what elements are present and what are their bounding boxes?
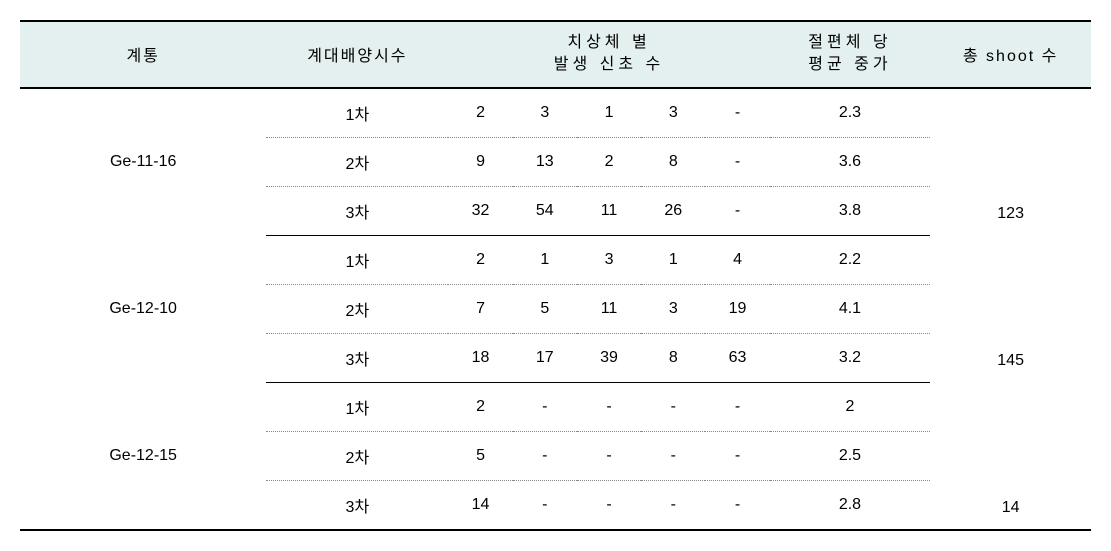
avg-cell: 2 — [770, 382, 931, 431]
value-cell: - — [577, 382, 641, 431]
value-cell: 11 — [577, 284, 641, 333]
value-cell: 7 — [448, 284, 512, 333]
value-cell: 8 — [641, 333, 705, 382]
avg-cell: 3.2 — [770, 333, 931, 382]
avg-cell: 4.1 — [770, 284, 931, 333]
value-cell: 14 — [448, 480, 512, 530]
lineage-cell: Ge-11-16 — [20, 88, 266, 236]
value-cell: 2 — [577, 137, 641, 186]
header-per-embryo: 치상체 별 발생 신초 수 — [448, 21, 769, 88]
table-body: Ge-11-16 1차 2 3 1 3 - 2.3 123 2차 9 13 2 … — [20, 88, 1091, 530]
table-header-row: 계통 계대배양시수 치상체 별 발생 신초 수 절편체 당 평균 중가 총 sh… — [20, 21, 1091, 88]
pass-cell: 3차 — [266, 186, 448, 235]
value-cell: - — [513, 480, 577, 530]
value-cell: 2 — [448, 235, 512, 284]
pass-cell: 3차 — [266, 333, 448, 382]
header-avg-top: 절편체 당 — [774, 32, 927, 54]
total-cell: 14 — [930, 382, 1091, 530]
header-avg: 절편체 당 평균 중가 — [770, 21, 931, 88]
value-cell: 32 — [448, 186, 512, 235]
value-cell: 3 — [641, 88, 705, 138]
pass-cell: 1차 — [266, 88, 448, 138]
value-cell: - — [705, 88, 769, 138]
value-cell: 1 — [577, 88, 641, 138]
value-cell: 54 — [513, 186, 577, 235]
value-cell: - — [705, 137, 769, 186]
value-cell: 9 — [448, 137, 512, 186]
table-row: Ge-11-16 1차 2 3 1 3 - 2.3 123 — [20, 88, 1091, 138]
value-cell: 1 — [641, 235, 705, 284]
value-cell: - — [577, 480, 641, 530]
header-per-embryo-top: 치상체 별 — [452, 32, 765, 54]
value-cell: 13 — [513, 137, 577, 186]
lineage-cell: Ge-12-15 — [20, 382, 266, 530]
lineage-cell: Ge-12-10 — [20, 235, 266, 382]
value-cell: 4 — [705, 235, 769, 284]
pass-cell: 2차 — [266, 137, 448, 186]
value-cell: 5 — [448, 431, 512, 480]
value-cell: - — [705, 186, 769, 235]
value-cell: 18 — [448, 333, 512, 382]
value-cell: - — [513, 382, 577, 431]
total-cell: 123 — [930, 88, 1091, 236]
value-cell: 63 — [705, 333, 769, 382]
value-cell: 17 — [513, 333, 577, 382]
shoot-table: 계통 계대배양시수 치상체 별 발생 신초 수 절편체 당 평균 중가 총 sh… — [20, 20, 1091, 531]
total-cell: 145 — [930, 235, 1091, 382]
header-total: 총 shoot 수 — [930, 21, 1091, 88]
pass-cell: 2차 — [266, 431, 448, 480]
header-subculture: 계대배양시수 — [266, 21, 448, 88]
value-cell: - — [577, 431, 641, 480]
avg-cell: 2.3 — [770, 88, 931, 138]
value-cell: 1 — [513, 235, 577, 284]
value-cell: 3 — [641, 284, 705, 333]
value-cell: 5 — [513, 284, 577, 333]
value-cell: 2 — [448, 382, 512, 431]
table-row: Ge-12-15 1차 2 - - - - 2 14 — [20, 382, 1091, 431]
value-cell: - — [705, 382, 769, 431]
avg-cell: 3.6 — [770, 137, 931, 186]
value-cell: 3 — [513, 88, 577, 138]
value-cell: 39 — [577, 333, 641, 382]
value-cell: 26 — [641, 186, 705, 235]
pass-cell: 3차 — [266, 480, 448, 530]
table-row: Ge-12-10 1차 2 1 3 1 4 2.2 145 — [20, 235, 1091, 284]
header-lineage: 계통 — [20, 21, 266, 88]
value-cell: - — [641, 382, 705, 431]
avg-cell: 2.5 — [770, 431, 931, 480]
value-cell: 3 — [577, 235, 641, 284]
avg-cell: 3.8 — [770, 186, 931, 235]
value-cell: - — [705, 431, 769, 480]
pass-cell: 2차 — [266, 284, 448, 333]
value-cell: 11 — [577, 186, 641, 235]
pass-cell: 1차 — [266, 235, 448, 284]
value-cell: - — [641, 431, 705, 480]
value-cell: - — [705, 480, 769, 530]
pass-cell: 1차 — [266, 382, 448, 431]
header-per-embryo-bottom: 발생 신초 수 — [452, 54, 765, 76]
header-avg-bottom: 평균 중가 — [774, 54, 927, 76]
value-cell: - — [513, 431, 577, 480]
value-cell: - — [641, 480, 705, 530]
value-cell: 2 — [448, 88, 512, 138]
avg-cell: 2.2 — [770, 235, 931, 284]
value-cell: 19 — [705, 284, 769, 333]
value-cell: 8 — [641, 137, 705, 186]
avg-cell: 2.8 — [770, 480, 931, 530]
